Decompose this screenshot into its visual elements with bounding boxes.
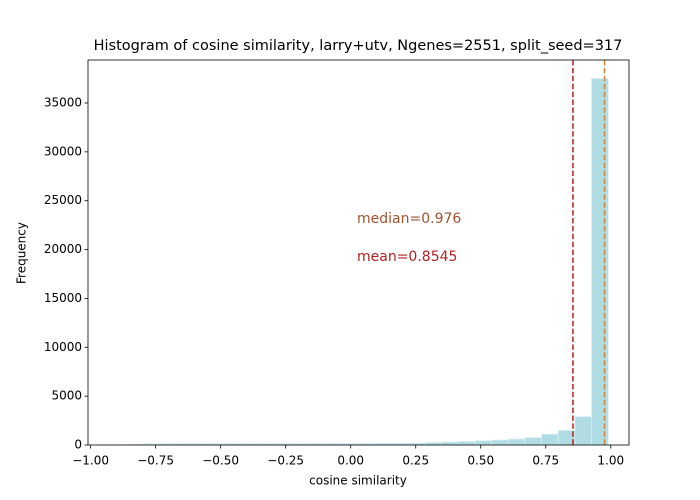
y-tick-label: 15000 xyxy=(44,291,82,305)
bar xyxy=(541,433,559,446)
bar xyxy=(474,440,493,446)
chart-title: Histogram of cosine similarity, larry+ut… xyxy=(94,38,623,54)
x-tick-label: 0.00 xyxy=(337,454,364,468)
x-tick-label: −0.50 xyxy=(202,454,239,468)
x-tick-label: −1.00 xyxy=(72,454,109,468)
y-tick-label: 25000 xyxy=(44,193,82,207)
annotation: median=0.976 xyxy=(357,211,461,227)
bar xyxy=(524,437,543,446)
x-tick-label: 0.50 xyxy=(467,454,494,468)
x-tick-label: 0.75 xyxy=(532,454,559,468)
bar xyxy=(574,416,592,446)
y-tick-label: 30000 xyxy=(44,144,82,158)
bar xyxy=(591,78,609,446)
y-tick-label: 10000 xyxy=(44,340,82,354)
y-tick-label: 0 xyxy=(74,438,82,452)
plot-frame xyxy=(87,59,630,446)
bar xyxy=(441,441,459,446)
x-tick-label: 1.00 xyxy=(597,454,624,468)
x-tick-label: −0.25 xyxy=(267,454,304,468)
y-axis-label: Frequency xyxy=(15,222,29,284)
y-tick-label: 35000 xyxy=(44,95,82,109)
y-tick-label: 20000 xyxy=(44,242,82,256)
annotation: mean=0.8545 xyxy=(357,249,457,265)
x-tick-label: 0.25 xyxy=(402,454,429,468)
y-tick-label: 5000 xyxy=(51,389,82,403)
bar xyxy=(507,438,526,446)
x-axis-label: cosine similarity xyxy=(309,474,407,488)
bar xyxy=(457,441,476,446)
bar xyxy=(491,439,509,446)
x-tick-label: −0.75 xyxy=(137,454,174,468)
